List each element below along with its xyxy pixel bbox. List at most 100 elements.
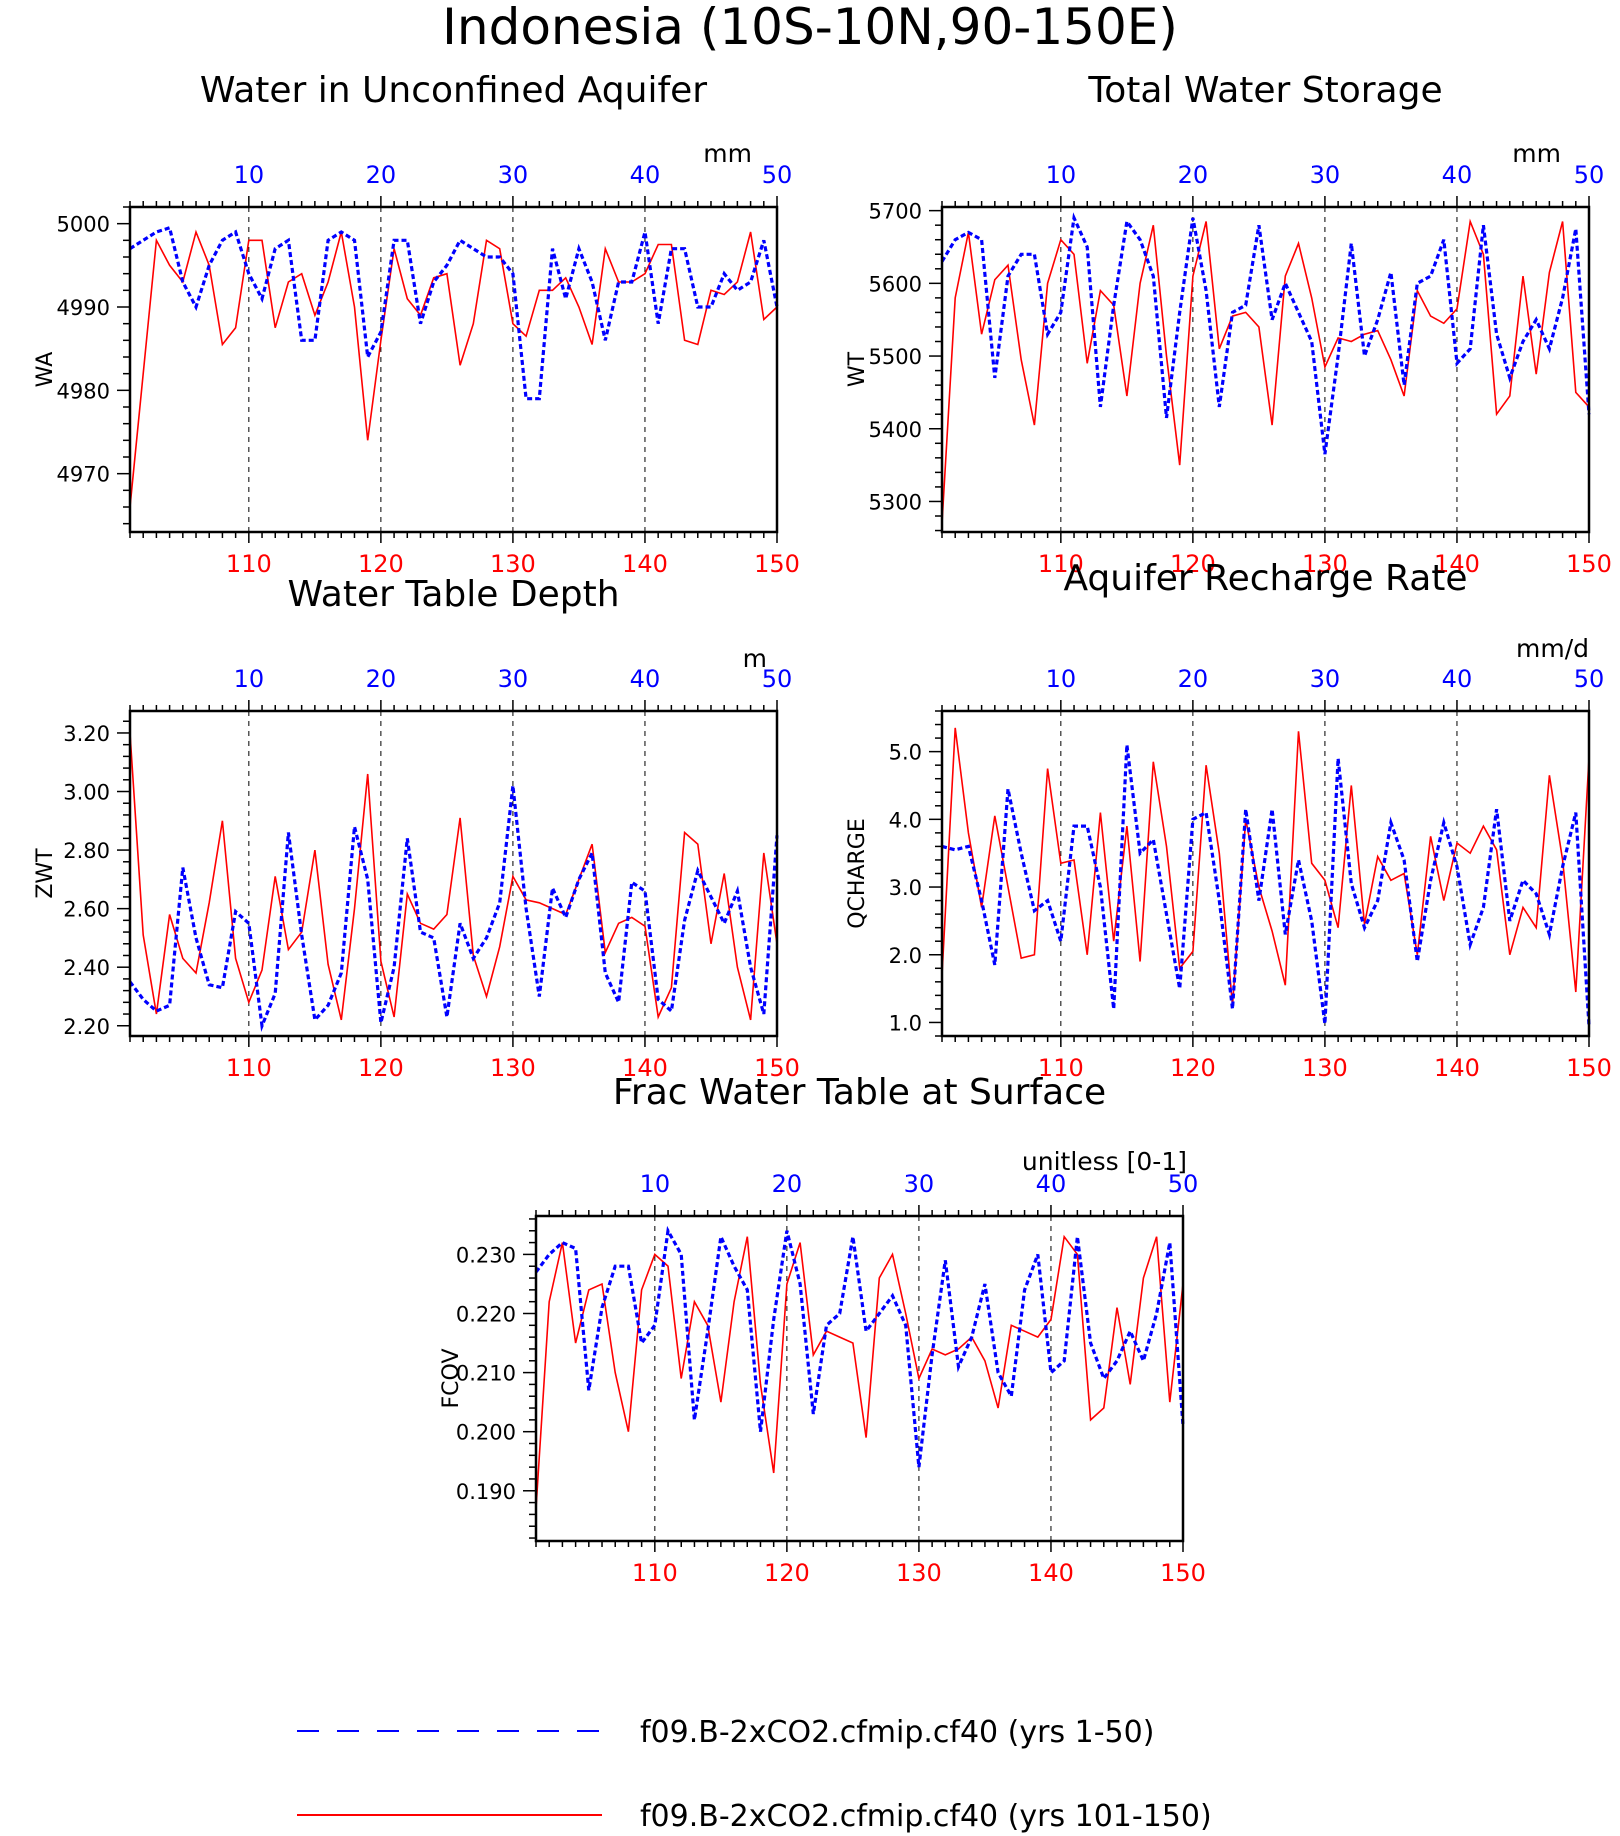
- y-tick-label: 0.190: [456, 1480, 516, 1504]
- y-axis-label: QCHARGE: [845, 818, 870, 929]
- x-tick-label-bottom: 130: [490, 1054, 536, 1082]
- x-tick-label-bottom: 120: [358, 1054, 404, 1082]
- y-tick-label: 5500: [869, 345, 922, 369]
- y-tick-label: 5000: [57, 213, 110, 237]
- x-tick-label-bottom: 150: [1160, 1559, 1206, 1587]
- y-tick-label: 0.220: [456, 1303, 516, 1327]
- y-tick-label: 3.20: [63, 722, 110, 746]
- x-tick-label-bottom: 150: [754, 1054, 800, 1082]
- panel-title: Frac Water Table at Surface: [613, 1072, 1106, 1113]
- units-label: mm: [1512, 139, 1561, 168]
- units-label: m: [743, 644, 767, 673]
- y-tick-label: 0.210: [456, 1362, 516, 1386]
- x-tick-label-top: 10: [234, 665, 265, 693]
- y-axis-label: ZWT: [33, 848, 58, 899]
- y-tick-label: 2.40: [63, 956, 110, 980]
- plot-frame: [940, 709, 1591, 1038]
- plot-frame: [940, 205, 1591, 534]
- panels: Water in Unconfined Aquifer mm WA 10 20 30 40 5…: [33, 70, 1612, 1587]
- y-tick-label: 2.80: [63, 839, 110, 863]
- x-tick-label-bottom: 140: [1434, 1054, 1480, 1082]
- x-tick-label-top: 20: [1178, 161, 1209, 189]
- x-tick-label-bottom: 130: [1302, 1054, 1348, 1082]
- y-tick-label: 2.60: [63, 898, 110, 922]
- series-line-red: [129, 732, 778, 1021]
- panel-title: Aquifer Recharge Rate: [1063, 558, 1467, 599]
- series-line-blue: [129, 225, 779, 401]
- x-tick-label-bottom: 150: [1566, 1054, 1612, 1082]
- legend-label-red: f09.B-2xCO2.cfmip.cf40 (yrs 101-150): [640, 1799, 1212, 1834]
- y-axis-label: FCOV: [439, 1349, 464, 1409]
- x-tick-label-top: 30: [904, 1170, 935, 1198]
- x-tick-label-bottom: 110: [226, 1054, 272, 1082]
- x-tick-label-bottom: 110: [632, 1559, 678, 1587]
- x-tick-label-bottom: 130: [896, 1559, 942, 1587]
- x-tick-label-top: 40: [630, 161, 661, 189]
- y-tick-label: 3.00: [63, 781, 110, 805]
- series-line-red: [535, 1234, 1184, 1509]
- y-tick-label: 5400: [869, 418, 922, 442]
- x-tick-label-top: 40: [1442, 161, 1473, 189]
- x-tick-label-bottom: 120: [764, 1559, 810, 1587]
- x-tick-label-top: 20: [1178, 665, 1209, 693]
- x-tick-label-bottom: 150: [754, 550, 800, 578]
- y-tick-label: 2.0: [889, 944, 922, 968]
- x-tick-label-bottom: 140: [1028, 1559, 1074, 1587]
- x-tick-label-top: 40: [630, 665, 661, 693]
- y-tick-label: 2.20: [63, 1015, 110, 1039]
- panel-4: Aquifer Recharge Rate mm/d QCHARGE 10 20 30 40…: [845, 558, 1612, 1082]
- x-tick-label-bottom: 120: [1170, 1054, 1216, 1082]
- legend: f09.B-2xCO2.cfmip.cf40 (yrs 1-50) f09.B-…: [297, 1715, 1212, 1834]
- x-tick-label-bottom: 140: [1434, 550, 1480, 578]
- panel-title: Water Table Depth: [287, 574, 619, 615]
- panel-1: Water in Unconfined Aquifer mm WA 10 20 30 40 5…: [33, 70, 800, 578]
- x-tick-label-bottom: 140: [622, 550, 668, 578]
- x-tick-label-top: 30: [1310, 161, 1341, 189]
- x-tick-label-top: 30: [498, 161, 529, 189]
- x-tick-label-bottom: 120: [1170, 550, 1216, 578]
- plot-frame: [534, 1214, 1185, 1543]
- x-tick-label-top: 20: [366, 665, 397, 693]
- panel-3: Water Table Depth m ZWT 10 20 30 40 50 110 120 130…: [33, 574, 800, 1082]
- y-tick-label: 5700: [869, 200, 922, 224]
- y-tick-label: 5.0: [889, 741, 922, 765]
- x-tick-label-top: 40: [1442, 665, 1473, 693]
- x-tick-label-bottom: 110: [1038, 550, 1084, 578]
- x-tick-label-top: 20: [366, 161, 397, 189]
- x-tick-label-bottom: 120: [358, 550, 404, 578]
- panel-2: Total Water Storage mm WT 10 20 30 40 50 110 120 1…: [845, 70, 1612, 578]
- panel-title: Water in Unconfined Aquifer: [200, 70, 707, 111]
- page-title: Indonesia (10S-10N,90-150E): [442, 0, 1178, 56]
- series-line-red: [941, 727, 1590, 1006]
- x-tick-label-bottom: 130: [1302, 550, 1348, 578]
- series-line-blue: [940, 212, 1591, 455]
- x-tick-label-bottom: 140: [622, 1054, 668, 1082]
- x-tick-label-top: 10: [1046, 665, 1077, 693]
- y-axis-label: WT: [845, 351, 870, 387]
- x-tick-label-top: 40: [1036, 1170, 1067, 1198]
- x-tick-label-top: 30: [498, 665, 529, 693]
- y-axis-label: WA: [33, 352, 58, 388]
- x-tick-label-top: 30: [1310, 665, 1341, 693]
- series-line-blue: [534, 1225, 1185, 1468]
- series-line-red: [129, 229, 778, 508]
- x-tick-label-top: 20: [772, 1170, 803, 1198]
- y-tick-label: 4.0: [889, 808, 922, 832]
- x-tick-label-top: 50: [762, 161, 793, 189]
- series-line-blue: [941, 744, 1591, 1026]
- x-tick-label-bottom: 130: [490, 550, 536, 578]
- units-label: mm/d: [1516, 634, 1589, 663]
- x-tick-label-bottom: 150: [1566, 550, 1612, 578]
- x-tick-label-top: 10: [1046, 161, 1077, 189]
- y-tick-label: 4970: [57, 463, 110, 487]
- x-tick-label-top: 50: [762, 665, 793, 693]
- y-tick-label: 5600: [869, 272, 922, 296]
- panel-5: Frac Water Table at Surface unitless [0-1…: [439, 1072, 1206, 1587]
- x-tick-label-top: 50: [1168, 1170, 1199, 1198]
- y-tick-label: 5300: [869, 490, 922, 514]
- y-tick-label: 0.230: [456, 1243, 516, 1267]
- x-tick-label-top: 50: [1574, 161, 1605, 189]
- x-tick-label-top: 50: [1574, 665, 1605, 693]
- legend-label-blue: f09.B-2xCO2.cfmip.cf40 (yrs 1-50): [640, 1715, 1154, 1750]
- x-tick-label-top: 10: [640, 1170, 671, 1198]
